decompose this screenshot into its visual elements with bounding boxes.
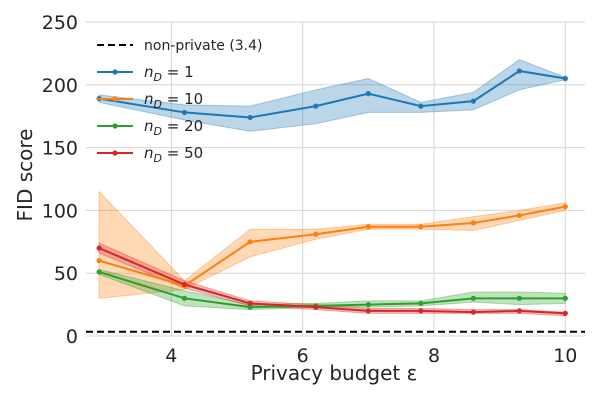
data-point xyxy=(181,109,188,116)
data-point xyxy=(365,224,371,230)
x-axis-label: Privacy budget ε xyxy=(251,361,418,385)
data-point xyxy=(365,90,371,97)
data-point xyxy=(96,269,102,275)
y-tick-label: 50 xyxy=(54,263,78,285)
data-point xyxy=(313,103,319,109)
data-point xyxy=(562,75,568,82)
data-point xyxy=(181,281,188,288)
series-points xyxy=(96,68,568,316)
data-point xyxy=(470,295,476,301)
data-point xyxy=(313,304,319,310)
legend-marker xyxy=(112,150,118,156)
legend-marker xyxy=(112,96,118,102)
legend-label: nD = 50 xyxy=(144,144,203,165)
data-point xyxy=(470,98,476,104)
legend-marker xyxy=(112,123,118,129)
data-point xyxy=(313,231,319,237)
data-point xyxy=(247,239,253,245)
data-point xyxy=(562,310,568,316)
legend-label-reference: non-private (3.4) xyxy=(144,38,263,54)
data-point xyxy=(181,295,188,301)
data-point xyxy=(516,212,522,219)
x-tick-label: 8 xyxy=(428,345,440,367)
data-point xyxy=(96,245,102,251)
y-tick-label: 250 xyxy=(42,12,78,34)
data-point xyxy=(516,295,522,301)
y-tick-label: 100 xyxy=(42,200,78,222)
confidence-band xyxy=(98,190,566,299)
data-point xyxy=(470,309,476,315)
data-point xyxy=(418,224,424,230)
data-point xyxy=(516,308,522,314)
data-point xyxy=(470,220,476,226)
x-tick-label: 10 xyxy=(553,345,577,367)
data-point xyxy=(247,300,253,306)
data-point xyxy=(247,114,253,121)
y-tick-labels: 0 50 100 150 200 250 xyxy=(42,12,78,348)
data-point xyxy=(365,308,371,314)
grid xyxy=(86,21,585,337)
legend-label: nD = 20 xyxy=(144,117,203,138)
x-tick-labels: 4 6 8 10 xyxy=(165,345,577,367)
x-tick-label: 6 xyxy=(297,345,309,367)
data-point xyxy=(418,300,424,306)
data-point xyxy=(562,204,568,210)
legend-marker xyxy=(112,69,118,75)
data-point xyxy=(96,258,102,264)
data-point xyxy=(562,295,568,301)
data-point xyxy=(247,304,253,310)
legend: non-private (3.4) nD = 1 nD = 10 nD = 20 nD … xyxy=(97,38,263,165)
legend-label: nD = 1 xyxy=(144,63,194,84)
data-point xyxy=(516,68,522,74)
y-tick-label: 0 xyxy=(66,326,78,348)
data-point xyxy=(418,308,424,314)
y-tick-label: 200 xyxy=(42,75,78,97)
data-point xyxy=(365,302,371,308)
y-axis-label: FID score xyxy=(13,129,37,222)
x-tick-label: 4 xyxy=(165,345,177,367)
legend-label: nD = 10 xyxy=(144,90,203,111)
data-point xyxy=(418,103,424,109)
y-tick-label: 150 xyxy=(42,138,78,160)
